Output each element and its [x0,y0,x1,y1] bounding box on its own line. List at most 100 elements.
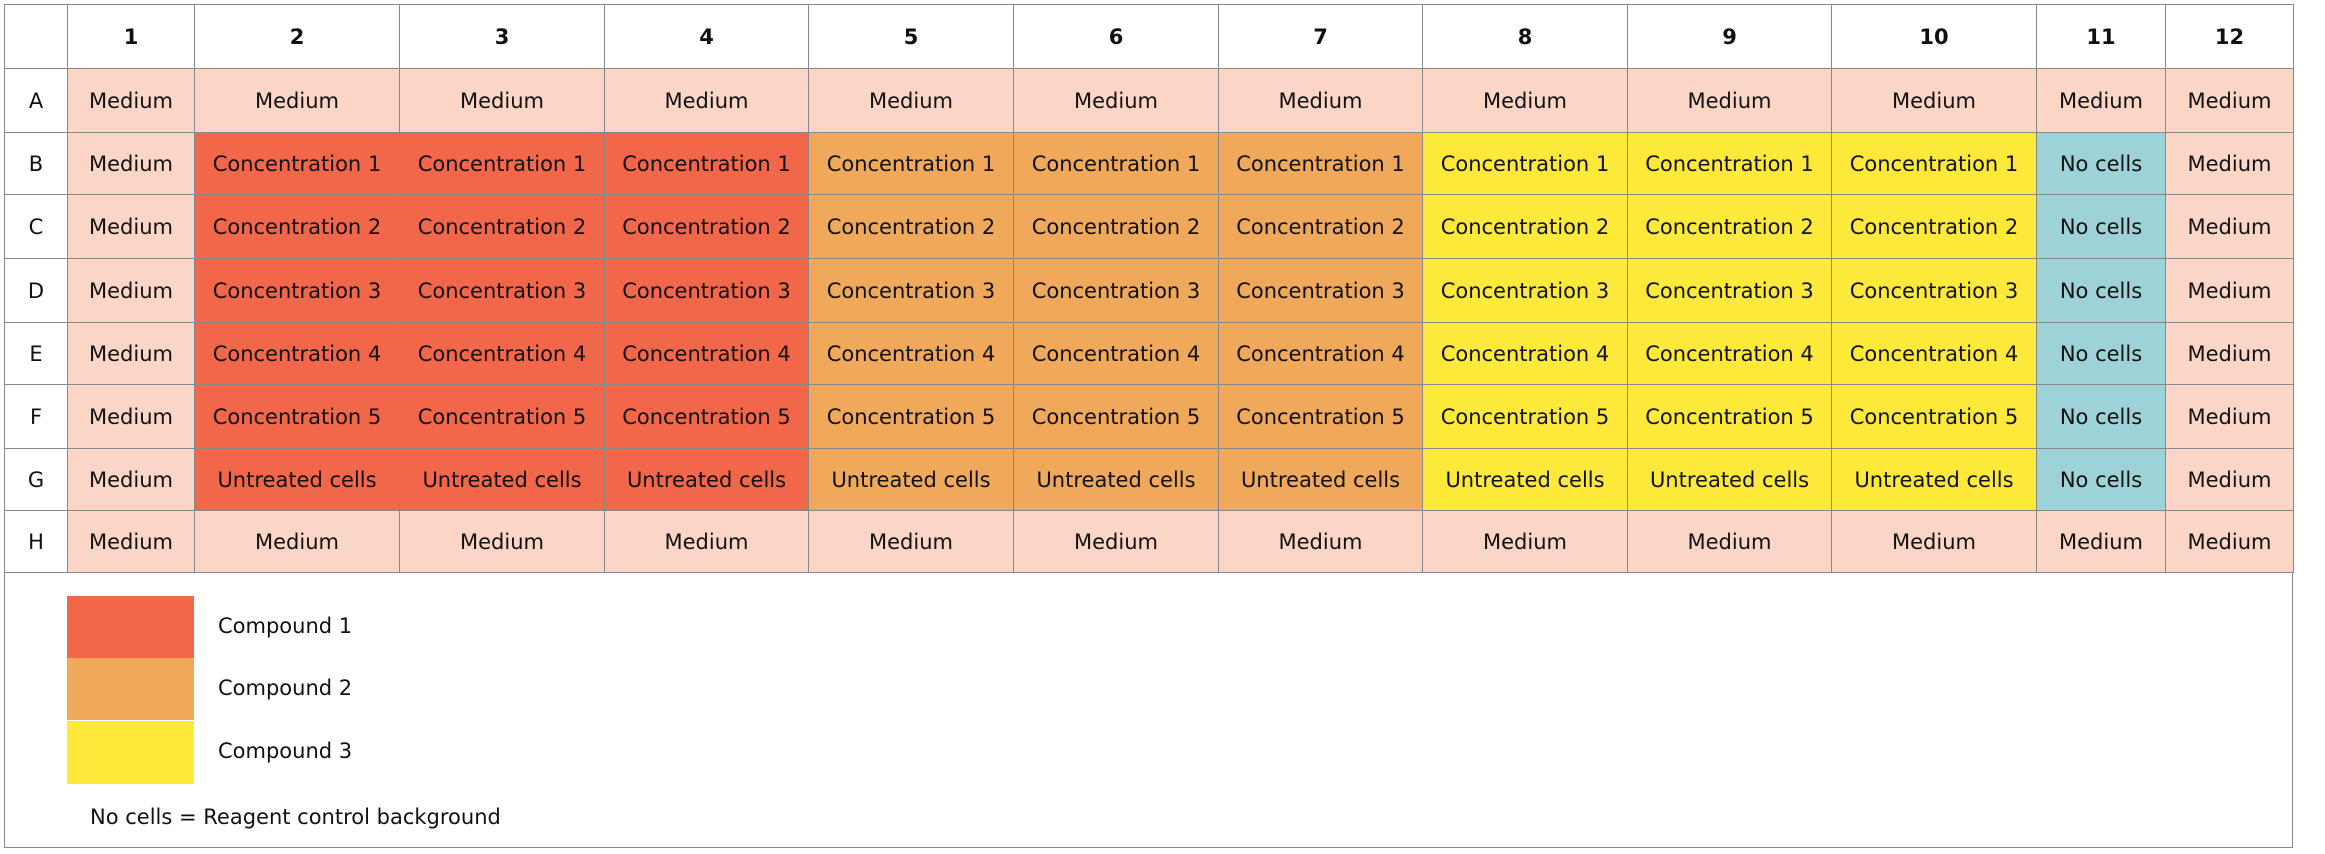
well: Concentration 1 [808,132,1014,195]
legend-swatch [67,596,194,658]
row-header: D [4,258,68,323]
well: Concentration 4 [1013,322,1219,385]
well: No cells [2036,258,2166,323]
legend-label: Compound 3 [218,739,353,763]
well: Concentration 4 [808,322,1014,385]
well: No cells [2036,194,2166,259]
row-header: E [4,322,68,385]
well: Concentration 5 [1218,384,1423,449]
well: Concentration 2 [1627,194,1832,259]
well: Concentration 3 [399,258,605,323]
column-header: 3 [399,4,605,69]
well: Medium [2165,322,2294,385]
well: Medium [2165,194,2294,259]
well: Concentration 5 [808,384,1014,449]
column-header: 10 [1831,4,2037,69]
column-header: 5 [808,4,1014,69]
column-header: 12 [2165,4,2294,69]
well: Concentration 3 [1422,258,1628,323]
well: Medium [67,194,195,259]
well: Medium [808,510,1014,573]
corner-cell [4,4,68,69]
well: Medium [1831,68,2037,133]
well: Medium [1627,68,1832,133]
column-header: 11 [2036,4,2166,69]
well: Untreated cells [1422,448,1628,511]
row-header: H [4,510,68,573]
well: Concentration 4 [1422,322,1628,385]
well: Medium [1627,510,1832,573]
well: Concentration 2 [604,194,809,259]
well: Concentration 4 [1218,322,1423,385]
well: Medium [1218,68,1423,133]
well: Concentration 4 [1831,322,2037,385]
well: Concentration 2 [1013,194,1219,259]
legend-label: Compound 2 [218,676,353,700]
well: Concentration 4 [194,322,400,385]
well: Medium [67,68,195,133]
well: Medium [67,322,195,385]
legend-swatch [67,721,194,784]
well: Untreated cells [194,448,400,511]
well: Concentration 4 [1627,322,1832,385]
well: No cells [2036,448,2166,511]
well: Medium [1422,68,1628,133]
well: Concentration 3 [604,258,809,323]
column-header: 9 [1627,4,1832,69]
well: Medium [2165,132,2294,195]
well: Concentration 5 [1422,384,1628,449]
well: Medium [1422,510,1628,573]
well: Medium [2036,68,2166,133]
well: Concentration 3 [1831,258,2037,323]
well: Concentration 1 [399,132,605,195]
well: Concentration 1 [194,132,400,195]
well: Medium [1013,68,1219,133]
well: No cells [2036,384,2166,449]
well: Medium [2165,68,2294,133]
well: Medium [604,68,809,133]
well: Medium [2036,510,2166,573]
well: Concentration 5 [399,384,605,449]
well: Medium [399,510,605,573]
well: Medium [399,68,605,133]
well: Medium [67,258,195,323]
well: Medium [808,68,1014,133]
well: Concentration 3 [1218,258,1423,323]
well: No cells [2036,132,2166,195]
row-header: C [4,194,68,259]
well: Concentration 5 [1831,384,2037,449]
row-header: F [4,384,68,449]
column-header: 1 [67,4,195,69]
well: Medium [194,510,400,573]
well: Concentration 2 [194,194,400,259]
well: Concentration 5 [1013,384,1219,449]
row-header: B [4,132,68,195]
well: Untreated cells [808,448,1014,511]
well: Concentration 5 [1627,384,1832,449]
well: Untreated cells [399,448,605,511]
well: Concentration 5 [194,384,400,449]
well: Medium [67,510,195,573]
well: Concentration 1 [1627,132,1832,195]
column-header: 2 [194,4,400,69]
well: Untreated cells [1831,448,2037,511]
well: Medium [67,448,195,511]
well: Concentration 1 [604,132,809,195]
column-header: 8 [1422,4,1628,69]
well: Medium [604,510,809,573]
well: Medium [194,68,400,133]
well: Concentration 2 [808,194,1014,259]
well: No cells [2036,322,2166,385]
column-header: 6 [1013,4,1219,69]
well: Medium [1218,510,1423,573]
well: Medium [2165,258,2294,323]
legend-label: Compound 1 [218,614,353,638]
well: Concentration 5 [604,384,809,449]
well: Untreated cells [1218,448,1423,511]
well: Concentration 3 [194,258,400,323]
well: Medium [2165,384,2294,449]
note: No cells = Reagent control background [90,805,501,829]
well: Untreated cells [1627,448,1832,511]
well: Concentration 2 [1422,194,1628,259]
